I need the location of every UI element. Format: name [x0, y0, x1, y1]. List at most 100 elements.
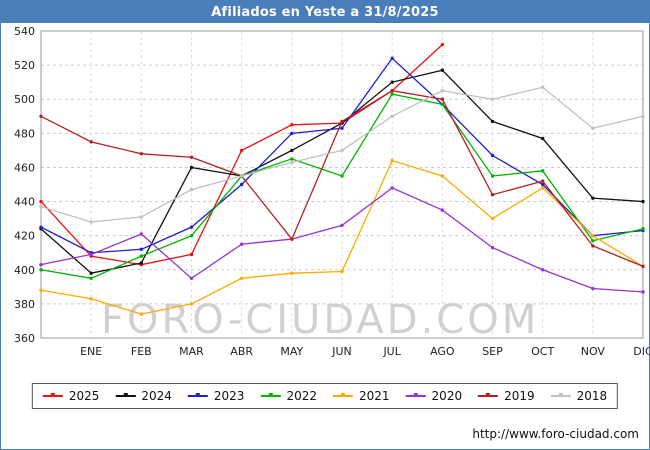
y-tick-label: 500: [14, 93, 35, 106]
x-tick-label: ENE: [80, 345, 102, 358]
y-tick-label: 400: [14, 264, 35, 277]
data-point-2019: [89, 140, 93, 144]
legend-line-sample: [260, 393, 281, 397]
legend-label: 2025: [68, 389, 100, 403]
data-point-2021: [540, 186, 545, 190]
x-tick-label: AGO: [430, 345, 455, 358]
data-point-2021: [591, 233, 595, 238]
data-point-2019: [390, 88, 394, 93]
data-point-2024: [540, 136, 545, 141]
legend-item-2023: 2023: [187, 389, 245, 403]
data-point-2018: [390, 114, 394, 118]
x-tick-label: JUN: [331, 345, 352, 358]
data-point-2019: [540, 179, 545, 183]
data-point-2023: [39, 225, 43, 229]
data-point-2022: [591, 239, 595, 243]
y-tick-label: 440: [14, 196, 35, 209]
data-point-2025: [440, 42, 445, 47]
data-point-2020: [239, 242, 244, 246]
legend-item-2020: 2020: [405, 389, 463, 403]
data-point-2020: [39, 262, 43, 267]
y-tick-label: 380: [14, 298, 35, 311]
legend-line-sample: [115, 393, 136, 397]
data-point-2023: [189, 225, 194, 229]
data-point-2024: [440, 68, 445, 72]
legend-label: 2020: [431, 389, 463, 403]
data-point-2021: [390, 158, 394, 163]
data-point-2024: [139, 261, 144, 265]
data-point-2021: [89, 297, 93, 301]
legend-label: 2021: [359, 389, 390, 403]
legend-line-sample: [550, 393, 571, 397]
data-point-2025: [189, 252, 194, 257]
data-point-2022: [340, 174, 344, 178]
data-point-2018: [290, 160, 294, 165]
data-point-2024: [89, 271, 93, 275]
line-chart: 360 380 400 420 440 460 480 500 520 540 ENE FEB MAR A…: [14, 25, 649, 358]
data-point-2022: [139, 254, 144, 258]
y-tick-label: 420: [14, 230, 35, 243]
legend-label: 2022: [286, 389, 317, 403]
data-point-2021: [340, 269, 344, 274]
data-point-2018: [139, 215, 144, 219]
data-point-2021: [239, 276, 244, 281]
data-point-2020: [641, 290, 645, 294]
data-point-2019: [39, 114, 43, 118]
chart-title: Afiliados en Yeste a 31/8/2025: [211, 4, 439, 20]
legend-label: 2023: [213, 389, 245, 403]
y-tick-label: 540: [14, 25, 35, 38]
legend-item-2025: 2025: [42, 389, 100, 403]
data-point-2022: [540, 169, 545, 173]
data-point-2022: [290, 157, 294, 161]
data-point-2021: [290, 271, 294, 275]
data-point-2020: [490, 245, 495, 250]
data-point-2022: [89, 276, 93, 281]
data-point-2024: [490, 119, 495, 124]
data-point-2018: [591, 126, 595, 130]
legend-item-2019: 2019: [478, 389, 535, 403]
data-point-2025: [290, 123, 294, 127]
data-point-2019: [290, 237, 294, 241]
y-tick-label: 480: [14, 127, 35, 140]
data-point-2018: [440, 88, 445, 93]
legend-line-sample: [333, 393, 353, 397]
data-point-2018: [39, 204, 43, 209]
x-tick-label: OCT: [531, 345, 554, 358]
x-tick-label: ABR: [230, 345, 253, 358]
data-point-2020: [390, 186, 394, 190]
footer-url: http://www.foro-ciudad.com: [472, 427, 639, 441]
data-point-2025: [39, 199, 43, 204]
data-point-2023: [490, 153, 495, 158]
legend-label: 2019: [504, 389, 535, 403]
legend-line-sample: [478, 393, 499, 397]
legend-item-2021: 2021: [333, 389, 390, 403]
data-point-2018: [189, 187, 194, 192]
data-point-2024: [390, 80, 394, 84]
x-tick-label: JUL: [382, 345, 401, 358]
data-point-2019: [440, 97, 445, 101]
data-point-2019: [490, 193, 495, 197]
data-point-2018: [340, 148, 344, 153]
legend-item-2022: 2022: [260, 389, 317, 403]
data-point-2023: [540, 182, 545, 187]
data-point-2021: [39, 288, 43, 292]
data-point-2018: [490, 97, 495, 101]
legend-label: 2018: [576, 389, 608, 403]
legend: 2025 2024 2023 2022 2021 2020 2019 2018: [31, 383, 619, 409]
legend-line-sample: [187, 393, 208, 397]
data-point-2025: [239, 148, 244, 153]
data-point-2023: [340, 126, 344, 130]
data-point-2020: [440, 208, 445, 212]
watermark-text: FORO-CIUDAD.COM: [101, 297, 540, 343]
data-point-2020: [89, 252, 93, 257]
data-point-2019: [340, 119, 344, 124]
data-point-2022: [440, 102, 445, 107]
data-point-2024: [189, 165, 194, 170]
x-tick-label: SEP: [482, 345, 503, 358]
legend-line-sample: [405, 393, 426, 397]
legend-item-2024: 2024: [115, 389, 172, 403]
x-tick-label: FEB: [131, 345, 152, 358]
y-tick-label: 520: [14, 59, 35, 72]
series-line-2020: [40, 187, 644, 293]
x-tick-label: MAY: [280, 345, 303, 358]
